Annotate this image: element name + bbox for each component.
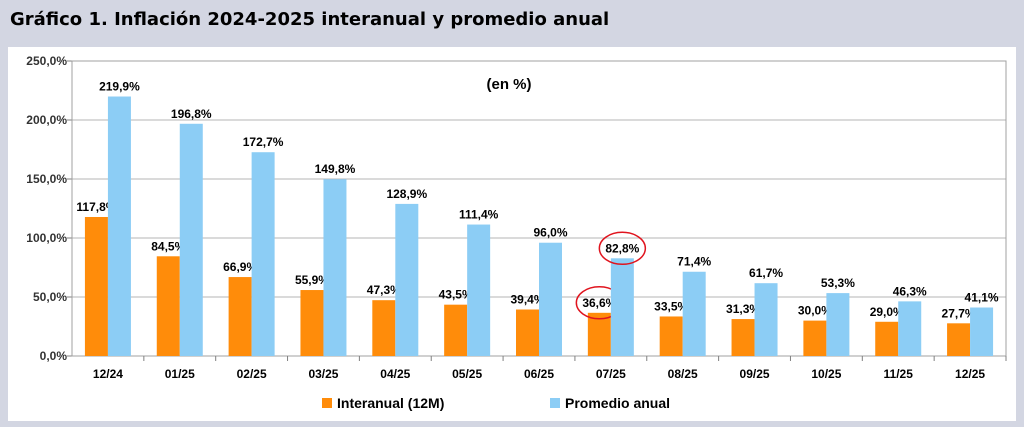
x-tick-label: 11/25	[884, 367, 914, 381]
data-label: 33,5%	[654, 299, 688, 313]
x-tick-label: 12/25	[955, 367, 985, 381]
legend-swatch	[322, 398, 332, 408]
data-label: 219,9%	[99, 80, 140, 94]
y-tick-label: 150,0%	[26, 172, 67, 186]
y-tick-label: 200,0%	[26, 113, 67, 127]
data-label: 53,3%	[821, 276, 855, 290]
data-label: 27,7%	[942, 306, 976, 320]
x-tick-label: 06/25	[524, 367, 554, 381]
bar-interanual	[84, 216, 108, 356]
bar-promedio	[610, 258, 634, 356]
bar-interanual	[444, 304, 468, 356]
data-label: 36,6%	[582, 296, 616, 310]
data-label: 29,0%	[870, 305, 904, 319]
x-tick-label: 12/24	[93, 367, 123, 381]
data-label: 47,3%	[367, 283, 401, 297]
bar-promedio	[539, 242, 562, 356]
bar-interanual	[156, 256, 180, 356]
y-tick-label: 250,0%	[26, 54, 67, 68]
bar-interanual	[659, 316, 683, 356]
bar-promedio	[323, 179, 347, 356]
data-label: 84,5%	[151, 239, 185, 253]
bar-promedio	[107, 96, 131, 356]
x-tick-label: 10/25	[811, 367, 841, 381]
x-tick-label: 04/25	[380, 367, 410, 381]
data-label: 43,5%	[439, 288, 473, 302]
chart-title: Gráfico 1. Inflación 2024-2025 interanua…	[10, 9, 610, 30]
bar-promedio	[395, 203, 419, 356]
data-label: 71,4%	[677, 255, 711, 269]
data-label: 30,0%	[798, 304, 832, 318]
bar-interanual	[875, 321, 899, 356]
legend-swatch	[550, 398, 560, 408]
bar-interanual	[803, 320, 827, 356]
data-label: 128,9%	[386, 187, 427, 201]
y-tick-label: 0,0%	[40, 349, 68, 363]
x-tick-label: 07/25	[596, 367, 626, 381]
data-label: 149,8%	[315, 162, 356, 176]
legend-label: Promedio anual	[565, 395, 670, 411]
data-label: 41,1%	[965, 291, 999, 305]
bar-interanual	[587, 312, 611, 356]
chart-subtitle: (en %)	[487, 76, 532, 93]
bar-promedio	[970, 307, 994, 356]
data-label: 61,7%	[749, 266, 783, 280]
title-bar: Gráfico 1. Inflación 2024-2025 interanua…	[0, 0, 1024, 44]
bar-interanual	[947, 323, 971, 356]
data-label: 82,8%	[605, 241, 639, 255]
chart-svg: 0,0% 50,0% 100,0% 150,0% 200,0% 250,0% (en %) 1…	[26, 54, 1007, 411]
data-label: 39,4%	[510, 293, 544, 307]
bar-interanual	[228, 277, 252, 356]
data-label: 96,0%	[533, 226, 567, 240]
x-tick-label: 09/25	[740, 367, 770, 381]
bar-interanual	[300, 290, 324, 356]
y-tick-label: 50,0%	[33, 290, 67, 304]
data-label: 111,4%	[459, 208, 499, 222]
legend-label: Interanual (12M)	[337, 395, 444, 411]
x-tick-label: 03/25	[308, 367, 338, 381]
bar-promedio	[754, 283, 778, 356]
x-tick-label: 02/25	[237, 367, 267, 381]
x-tick-label: 05/25	[452, 367, 482, 381]
highlight-circle	[598, 231, 647, 266]
bar-promedio	[826, 293, 850, 356]
data-label: 55,9%	[295, 273, 329, 287]
x-tick-label: 01/25	[165, 367, 195, 381]
bar-promedio	[179, 123, 203, 356]
bar-interanual	[516, 309, 539, 356]
data-label: 117,8%	[76, 200, 116, 214]
data-label: 31,3%	[726, 302, 760, 316]
data-label: 66,9%	[223, 260, 257, 274]
bar-interanual	[372, 300, 396, 356]
bar-promedio	[898, 301, 922, 356]
bar-promedio	[682, 271, 706, 356]
data-label: 196,8%	[171, 107, 212, 121]
bar-interanual	[731, 319, 755, 356]
data-label: 46,3%	[893, 284, 927, 298]
y-tick-label: 100,0%	[26, 231, 67, 245]
chart-panel: 0,0% 50,0% 100,0% 150,0% 200,0% 250,0% (en %) 1…	[8, 47, 1016, 421]
data-label: 172,7%	[243, 135, 284, 149]
bar-promedio	[467, 224, 491, 356]
bar-promedio	[251, 152, 275, 356]
x-tick-label: 08/25	[668, 367, 698, 381]
